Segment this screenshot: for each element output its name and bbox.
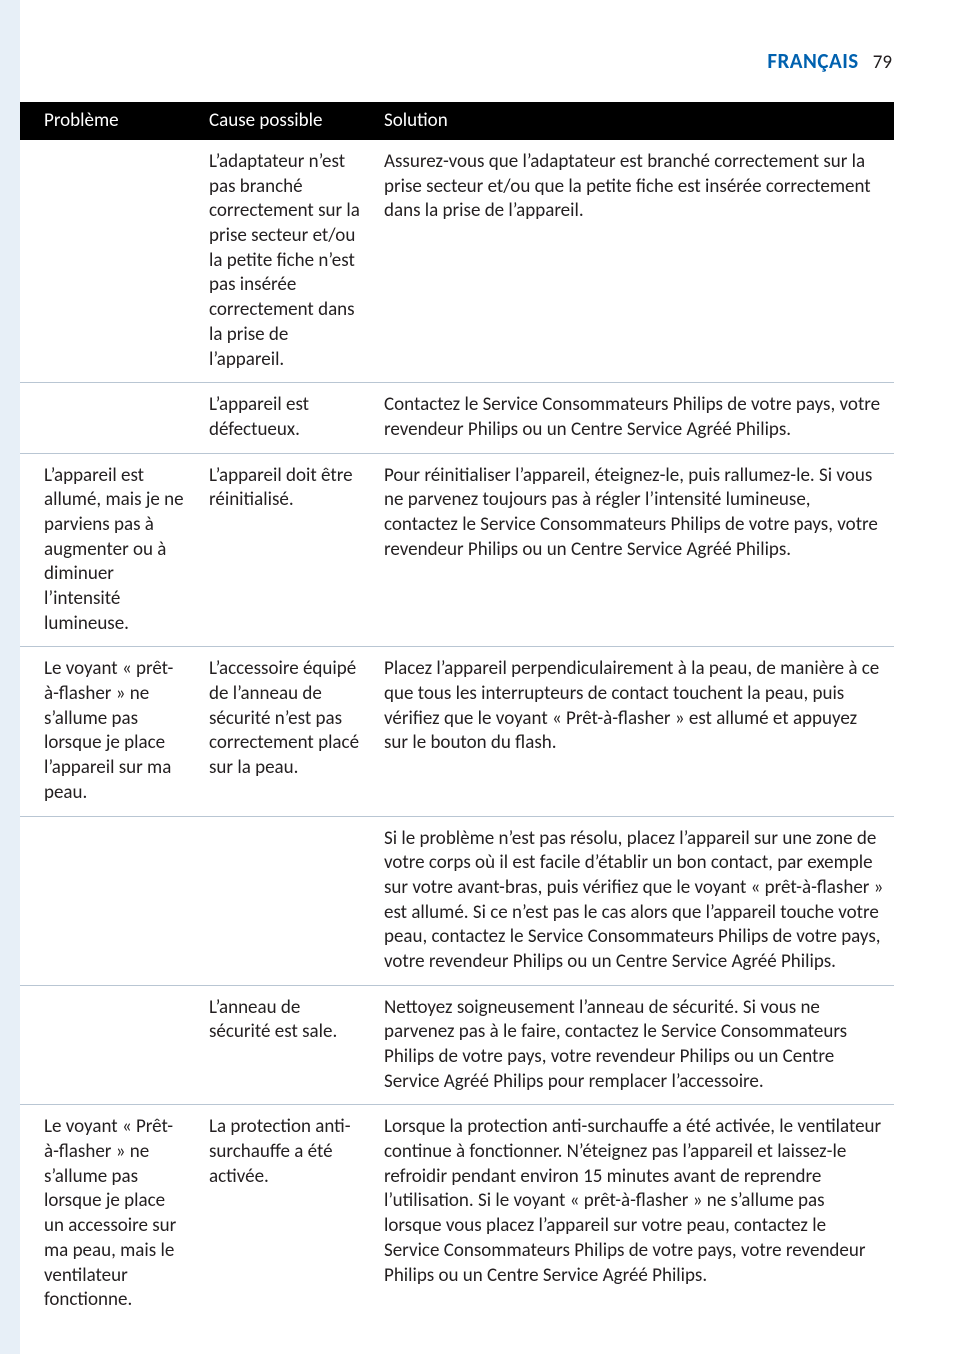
cell-cause: L’accessoire équipé de l’anneau de sécur… <box>195 647 370 816</box>
col-header-cause: Cause possible <box>195 102 370 140</box>
cell-solution: Pour réinitialiser l’appareil, éteignez-… <box>370 453 894 647</box>
table-header: Problème Cause possible Solution <box>20 102 894 140</box>
cell-problem <box>20 383 195 453</box>
cell-cause: L’adaptateur n’est pas branché correctem… <box>195 140 370 383</box>
cell-problem: Le voyant « prêt-à-flasher » ne s’allume… <box>20 647 195 816</box>
running-head-page-number: 79 <box>873 51 892 74</box>
running-head: FRANÇAIS 79 <box>20 48 894 74</box>
table-row: Le voyant « Prêt-à-flasher » ne s’allume… <box>20 1105 894 1323</box>
document-page: FRANÇAIS 79 Problème Cause possible Solut… <box>0 0 954 1354</box>
col-header-problem: Problème <box>20 102 195 140</box>
cell-solution: Placez l’appareil perpendiculairement à … <box>370 647 894 816</box>
table-row: L’anneau de sécurité est sale. Nettoyez … <box>20 985 894 1105</box>
cell-solution: Assurez-vous que l’adaptateur est branch… <box>370 140 894 383</box>
running-head-language: FRANÇAIS <box>767 48 858 74</box>
cell-solution: Si le problème n’est pas résolu, placez … <box>370 816 894 985</box>
cell-cause: L’appareil est défectueux. <box>195 383 370 453</box>
cell-problem: Le voyant « Prêt-à-flasher » ne s’allume… <box>20 1105 195 1323</box>
cell-problem <box>20 816 195 985</box>
cell-problem <box>20 140 195 383</box>
cell-problem <box>20 985 195 1105</box>
table-row: Le voyant « prêt-à-flasher » ne s’allume… <box>20 647 894 816</box>
cell-problem: L’appareil est allumé, mais je ne parvie… <box>20 453 195 647</box>
col-header-solution: Solution <box>370 102 894 140</box>
table-body: L’adaptateur n’est pas branché correctem… <box>20 140 894 1323</box>
table-row: L’adaptateur n’est pas branché correctem… <box>20 140 894 383</box>
cell-cause: L’anneau de sécurité est sale. <box>195 985 370 1105</box>
cell-solution: Nettoyez soigneusement l’anneau de sécur… <box>370 985 894 1105</box>
troubleshooting-table: Problème Cause possible Solution L’adapt… <box>20 102 894 1323</box>
cell-cause: La protection anti-surchauffe a été acti… <box>195 1105 370 1323</box>
table-row: Si le problème n’est pas résolu, placez … <box>20 816 894 985</box>
table-row: L’appareil est allumé, mais je ne parvie… <box>20 453 894 647</box>
cell-solution: Contactez le Service Consommateurs Phili… <box>370 383 894 453</box>
cell-solution: Lorsque la protection anti-surchauffe a … <box>370 1105 894 1323</box>
cell-cause <box>195 816 370 985</box>
table-row: L’appareil est défectueux. Contactez le … <box>20 383 894 453</box>
cell-cause: L’appareil doit être réinitialisé. <box>195 453 370 647</box>
